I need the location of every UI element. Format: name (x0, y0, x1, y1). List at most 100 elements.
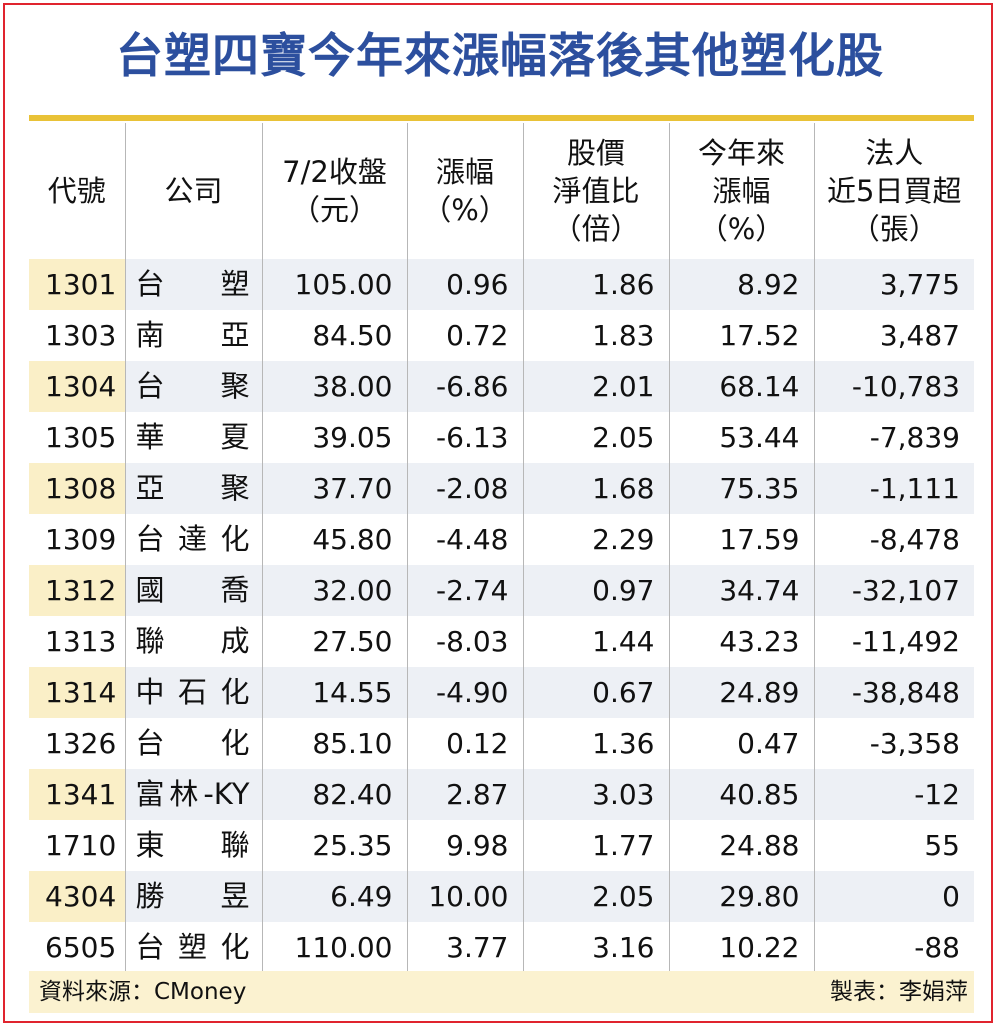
cell-company: 台化 (124, 718, 262, 769)
cell-change: -4.48 (406, 514, 523, 565)
table-row: 1341 富林-KY 82.40 2.87 3.03 40.85 -12 (29, 769, 974, 820)
cell-inst-net-buy: -1,111 (813, 463, 974, 514)
cell-close: 84.50 (261, 310, 407, 361)
cell-inst-net-buy: 55 (813, 820, 974, 871)
cell-inst-net-buy: -11,492 (813, 616, 974, 667)
cell-company: 台聚 (124, 361, 262, 412)
source-note: 資料來源：CMoney (39, 979, 247, 1005)
header-ytd-change: 今年來 漲幅 （%） (668, 123, 814, 259)
cell-code: 4304 (29, 871, 125, 922)
cell-ytd-change: 68.14 (668, 361, 814, 412)
cell-ytd-change: 8.92 (668, 259, 814, 310)
cell-company: 國喬 (124, 565, 262, 616)
cell-ytd-change: 40.85 (668, 769, 814, 820)
cell-inst-net-buy: -88 (813, 922, 974, 973)
table-row: 1301 台塑 105.00 0.96 1.86 8.92 3,775 (29, 259, 974, 310)
cell-company: 東聯 (124, 820, 262, 871)
cell-company: 亞聚 (124, 463, 262, 514)
cell-company: 台塑化 (124, 922, 262, 973)
cell-pb-ratio: 1.44 (522, 616, 669, 667)
cell-company: 南亞 (124, 310, 262, 361)
maker-note: 製表：李娟萍 (830, 979, 968, 1005)
cell-inst-net-buy: -7,839 (813, 412, 974, 463)
cell-inst-net-buy: -3,358 (813, 718, 974, 769)
cell-close: 6.49 (261, 871, 407, 922)
cell-code: 1304 (29, 361, 125, 412)
cell-code: 1710 (29, 820, 125, 871)
cell-change: 0.12 (406, 718, 523, 769)
cell-close: 32.00 (261, 565, 407, 616)
chart-title: 台塑四寶今年來漲幅落後其他塑化股 (116, 29, 884, 84)
table-row: 1303 南亞 84.50 0.72 1.83 17.52 3,487 (29, 310, 974, 361)
cell-change: -2.08 (406, 463, 523, 514)
cell-pb-ratio: 2.29 (522, 514, 669, 565)
cell-close: 85.10 (261, 718, 407, 769)
header-inst-net-buy: 法人 近5日買超 （張） (813, 123, 974, 259)
cell-inst-net-buy: -10,783 (813, 361, 974, 412)
cell-company: 華夏 (124, 412, 262, 463)
cell-inst-net-buy: -38,848 (813, 667, 974, 718)
cell-company: 富林-KY (124, 769, 262, 820)
cell-close: 110.00 (261, 922, 407, 973)
cell-company: 台達化 (124, 514, 262, 565)
cell-change: -6.86 (406, 361, 523, 412)
header-close: 7/2收盤 （元） (261, 123, 407, 259)
cell-inst-net-buy: 3,487 (813, 310, 974, 361)
cell-change: 0.72 (406, 310, 523, 361)
table-row: 1710 東聯 25.35 9.98 1.77 24.88 55 (29, 820, 974, 871)
cell-code: 1341 (29, 769, 125, 820)
cell-close: 38.00 (261, 361, 407, 412)
header-code: 代號 (47, 174, 106, 208)
cell-code: 1308 (29, 463, 125, 514)
cell-inst-net-buy: -8,478 (813, 514, 974, 565)
cell-close: 82.40 (261, 769, 407, 820)
cell-ytd-change: 24.89 (668, 667, 814, 718)
cell-change: 3.77 (406, 922, 523, 973)
cell-ytd-change: 43.23 (668, 616, 814, 667)
cell-close: 14.55 (261, 667, 407, 718)
cell-change: 0.96 (406, 259, 523, 310)
cell-pb-ratio: 3.03 (522, 769, 669, 820)
table-row: 1326 台化 85.10 0.12 1.36 0.47 -3,358 (29, 718, 974, 769)
cell-pb-ratio: 2.01 (522, 361, 669, 412)
cell-change: -8.03 (406, 616, 523, 667)
header-company: 公司 (124, 123, 262, 259)
title-underline (29, 115, 974, 121)
cell-inst-net-buy: -32,107 (813, 565, 974, 616)
chart-frame: 台塑四寶今年來漲幅落後其他塑化股 代號 公司 7/2收盤 （元） 漲幅 （%） 股價 淨… (3, 3, 993, 1023)
cell-company: 聯成 (124, 616, 262, 667)
cell-pb-ratio: 2.05 (522, 871, 669, 922)
cell-pb-ratio: 1.86 (522, 259, 669, 310)
table-row: 1305 華夏 39.05 -6.13 2.05 53.44 -7,839 (29, 412, 974, 463)
cell-close: 105.00 (261, 259, 407, 310)
cell-inst-net-buy: -12 (813, 769, 974, 820)
cell-code: 6505 (29, 922, 125, 973)
cell-close: 27.50 (261, 616, 407, 667)
cell-code: 1312 (29, 565, 125, 616)
table-row: 1308 亞聚 37.70 -2.08 1.68 75.35 -1,111 (29, 463, 974, 514)
header-change: 漲幅 （%） (406, 123, 523, 259)
cell-pb-ratio: 3.16 (522, 922, 669, 973)
cell-code: 1314 (29, 667, 125, 718)
cell-change: 2.87 (406, 769, 523, 820)
cell-change: -4.90 (406, 667, 523, 718)
cell-code: 1305 (29, 412, 125, 463)
cell-ytd-change: 17.59 (668, 514, 814, 565)
cell-change: -2.74 (406, 565, 523, 616)
cell-ytd-change: 10.22 (668, 922, 814, 973)
header-pb-ratio: 股價 淨值比 （倍） (522, 123, 669, 259)
footer-bar: 資料來源：CMoney 製表：李娟萍 (29, 971, 974, 1013)
cell-code: 1326 (29, 718, 125, 769)
cell-pb-ratio: 1.77 (522, 820, 669, 871)
stock-table: 代號 公司 7/2收盤 （元） 漲幅 （%） 股價 淨值比 （倍） 今年來 漲幅 （%）法… (29, 123, 974, 973)
cell-pb-ratio: 0.97 (522, 565, 669, 616)
cell-ytd-change: 0.47 (668, 718, 814, 769)
cell-change: 10.00 (406, 871, 523, 922)
table-row: 6505 台塑化 110.00 3.77 3.16 10.22 -88 (29, 922, 974, 973)
cell-close: 45.80 (261, 514, 407, 565)
cell-ytd-change: 24.88 (668, 820, 814, 871)
cell-code: 1309 (29, 514, 125, 565)
cell-close: 39.05 (261, 412, 407, 463)
cell-ytd-change: 53.44 (668, 412, 814, 463)
cell-ytd-change: 29.80 (668, 871, 814, 922)
